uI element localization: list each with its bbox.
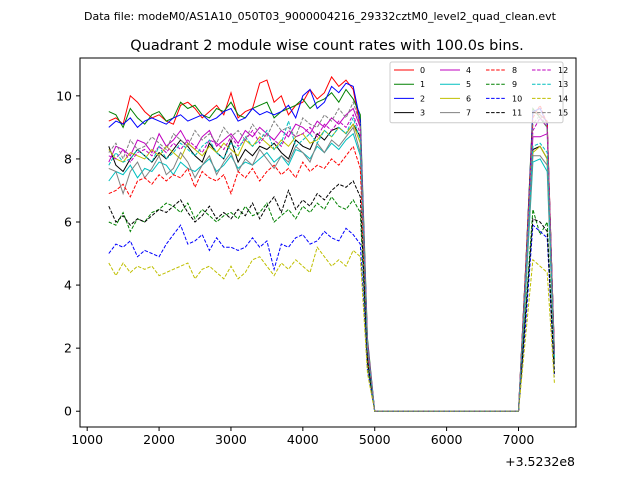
series-line-9 (108, 195, 555, 412)
x-tick-label: 6000 (431, 432, 463, 447)
series-line-11 (108, 180, 555, 412)
legend-label: 7 (466, 109, 471, 118)
chart-suptitle: Data file: modeM0/AS1A10_050T03_90000042… (84, 10, 557, 23)
series-line-15 (108, 100, 555, 412)
chart-title: Quadrant 2 module wise count rates with … (130, 38, 524, 54)
plot-frame (79, 57, 577, 428)
legend-label: 1 (420, 80, 425, 89)
y-tick-label: 10 (56, 88, 72, 103)
series-line-6 (108, 123, 555, 412)
x-axis: 1000 2000 3000 4000 5000 6000 7000 (71, 427, 534, 447)
x-tick-label: 1000 (71, 432, 103, 447)
legend-label: 3 (420, 109, 425, 118)
x-axis-offset-label: +3.5232e8 (505, 454, 575, 469)
legend-label: 11 (512, 109, 522, 118)
legend-label: 6 (466, 94, 471, 103)
y-tick-label: 0 (64, 404, 72, 419)
y-axis: 0 2 4 6 8 10 (56, 88, 80, 419)
legend-label: 8 (512, 66, 517, 75)
x-tick-label: 5000 (359, 432, 391, 447)
series-layer (108, 75, 555, 412)
y-tick-label: 2 (64, 341, 72, 356)
y-tick-label: 6 (64, 215, 72, 230)
legend-label: 5 (466, 80, 471, 89)
series-line-10 (108, 224, 555, 412)
legend-label: 14 (558, 94, 568, 103)
legend-label: 10 (512, 94, 522, 103)
series-line-13 (108, 116, 555, 412)
legend-label: 12 (558, 66, 568, 75)
y-tick-label: 8 (64, 151, 72, 166)
legend-label: 15 (558, 109, 568, 118)
x-tick-label: 3000 (215, 432, 247, 447)
series-line-3 (108, 123, 555, 412)
legend-label: 13 (558, 80, 568, 89)
y-tick-label: 4 (64, 278, 72, 293)
legend-label: 9 (512, 80, 517, 89)
series-line-14 (108, 246, 555, 412)
legend-box (389, 61, 564, 124)
legend-label: 2 (420, 94, 425, 103)
legend-label: 4 (466, 66, 471, 75)
legend-label: 0 (420, 66, 425, 75)
series-line-2 (108, 82, 555, 412)
x-tick-label: 7000 (503, 432, 535, 447)
series-line-0 (108, 75, 555, 412)
x-tick-label: 2000 (143, 432, 175, 447)
series-line-8 (108, 104, 555, 412)
x-tick-label: 4000 (287, 432, 319, 447)
